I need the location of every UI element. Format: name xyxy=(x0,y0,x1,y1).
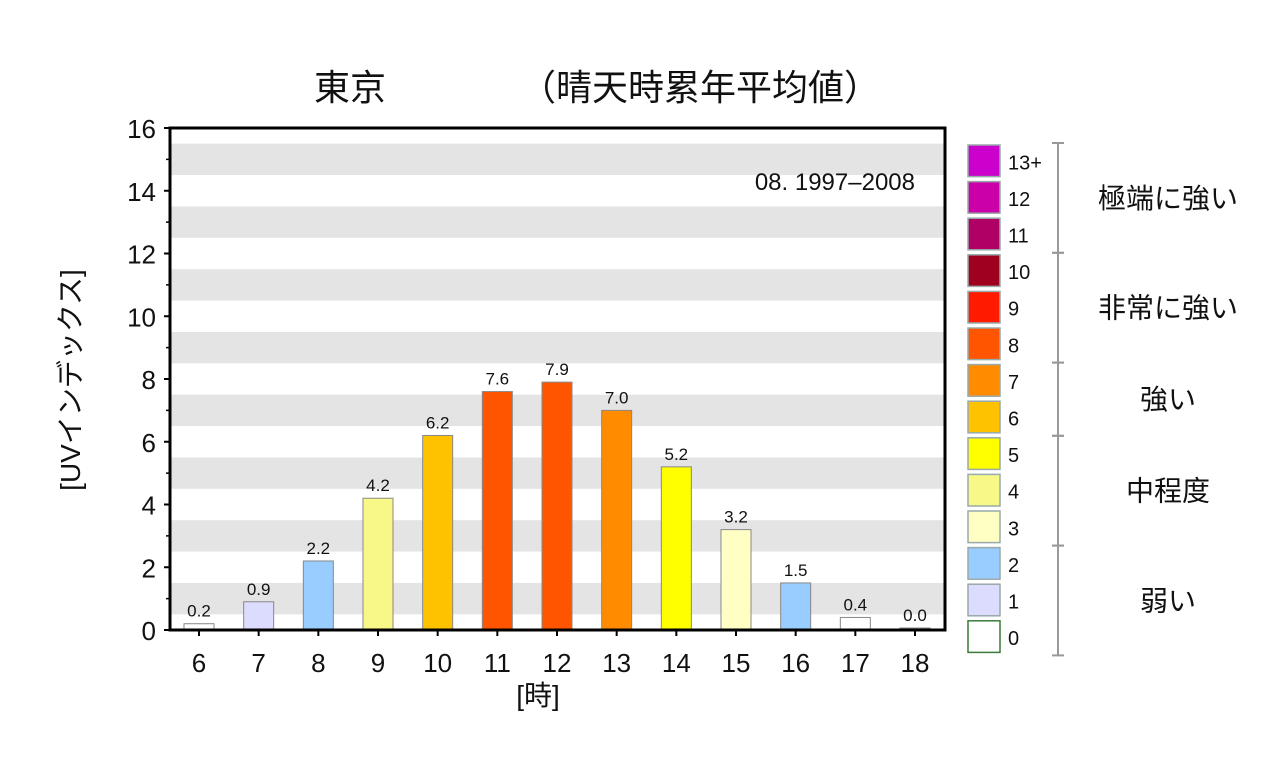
legend-group-label: 弱い xyxy=(1140,586,1196,617)
bar xyxy=(839,616,871,631)
legend-group-label: 中程度 xyxy=(1126,476,1210,507)
bar-value-label: 7.0 xyxy=(605,388,629,407)
y-tick-label: 10 xyxy=(127,302,156,332)
legend-level-label: 5 xyxy=(1008,445,1019,467)
bar-value-label: 5.2 xyxy=(665,445,689,464)
x-tick-label: 7 xyxy=(251,648,265,678)
bar-value-label: 7.9 xyxy=(545,360,569,379)
legend-group-label: 非常に強い xyxy=(1098,293,1238,324)
x-axis: 6 7 8 9 10 11 12 13 14 15 16 17 18 xyxy=(192,630,930,678)
y-axis: 0 2 4 6 8 10 12 14 16 xyxy=(127,114,170,646)
legend-level-label: 10 xyxy=(1008,262,1030,284)
legend-swatch xyxy=(967,217,1001,251)
bar xyxy=(541,381,573,631)
y-tick-label: 6 xyxy=(142,428,156,458)
legend-swatch xyxy=(967,144,1001,178)
x-tick-label: 13 xyxy=(602,648,631,678)
legend-swatch xyxy=(967,473,1001,507)
bar xyxy=(243,601,275,631)
x-tick-label: 15 xyxy=(722,648,751,678)
legend-level-label: 11 xyxy=(1008,226,1029,248)
bar-value-label: 0.2 xyxy=(187,602,211,621)
bar-value-label: 7.6 xyxy=(486,370,510,389)
bar xyxy=(362,497,394,631)
y-tick-label: 14 xyxy=(127,177,156,207)
legend-swatch xyxy=(967,400,1001,434)
x-axis-label: [時] xyxy=(516,680,560,711)
grid-band xyxy=(170,143,945,176)
legend-level-label: 8 xyxy=(1008,335,1019,357)
bar-value-label: 6.2 xyxy=(426,413,450,432)
bar xyxy=(422,434,454,631)
x-tick-label: 10 xyxy=(423,648,452,678)
bar xyxy=(601,409,633,631)
y-tick-label: 2 xyxy=(142,553,156,583)
x-tick-label: 11 xyxy=(484,648,511,678)
legend-swatch xyxy=(967,437,1001,471)
bar-value-label: 0.0 xyxy=(903,606,927,625)
y-tick-label: 0 xyxy=(142,616,156,646)
y-axis-label: [UVインデックス] xyxy=(55,269,86,491)
y-tick-label: 16 xyxy=(127,114,156,144)
legend-swatch xyxy=(967,254,1001,288)
y-tick-label: 12 xyxy=(127,240,156,270)
grid-band xyxy=(170,269,945,301)
period-label: 08. 1997–2008 xyxy=(755,169,915,196)
x-tick-label: 8 xyxy=(311,648,325,678)
y-tick-label: 8 xyxy=(142,365,156,395)
x-tick-label: 12 xyxy=(543,648,572,678)
bar-value-label: 0.9 xyxy=(247,580,271,599)
legend-swatch xyxy=(967,620,1001,654)
legend-swatch xyxy=(967,363,1001,397)
x-tick-label: 9 xyxy=(371,648,385,678)
legend-swatch xyxy=(967,546,1001,580)
chart-title-city: 東京 xyxy=(314,67,386,108)
legend-level-label: 0 xyxy=(1008,628,1019,650)
grid-band xyxy=(170,206,945,238)
x-tick-label: 18 xyxy=(901,648,930,678)
x-tick-label: 17 xyxy=(841,648,870,678)
legend-level-label: 7 xyxy=(1008,372,1019,394)
chart-title-note: （晴天時累年平均値） xyxy=(520,67,880,108)
legend-swatch xyxy=(967,327,1001,361)
bars: 0.2 0.9 2.2 4.2 6.2 7.6 7.9 7.0 5.2 3.2 1.5 0.4 0.0 xyxy=(183,360,931,631)
x-tick-label: 16 xyxy=(781,648,810,678)
bar-value-label: 4.2 xyxy=(366,476,390,495)
legend-swatch xyxy=(967,290,1001,324)
y-tick-label: 4 xyxy=(142,491,156,521)
x-tick-label: 6 xyxy=(192,648,206,678)
legend-level-label: 6 xyxy=(1008,409,1019,431)
bar-value-label: 0.4 xyxy=(844,595,868,614)
legend-level-label: 12 xyxy=(1008,189,1030,211)
bar xyxy=(780,582,812,631)
legend-level-label: 4 xyxy=(1008,482,1019,504)
bar-value-label: 3.2 xyxy=(724,508,748,527)
bar xyxy=(302,560,334,631)
x-tick-label: 14 xyxy=(662,648,691,678)
legend-swatch xyxy=(967,583,1001,617)
legend-group-label: 強い xyxy=(1140,384,1196,415)
legend-swatch xyxy=(967,180,1001,214)
bar xyxy=(720,529,752,631)
legend-level-label: 2 xyxy=(1008,555,1019,577)
bar xyxy=(660,466,692,631)
legend-level-label: 1 xyxy=(1008,592,1019,614)
legend-level-label: 13+ xyxy=(1008,152,1042,174)
legend-level-label: 9 xyxy=(1008,299,1019,321)
bar xyxy=(481,391,513,631)
grid-band xyxy=(170,331,945,364)
legend-swatch xyxy=(967,510,1001,544)
legend-group-label: 極端に強い xyxy=(1098,183,1238,214)
bar-value-label: 2.2 xyxy=(307,539,331,558)
legend-level-label: 3 xyxy=(1008,518,1019,540)
bar-value-label: 1.5 xyxy=(784,561,808,580)
